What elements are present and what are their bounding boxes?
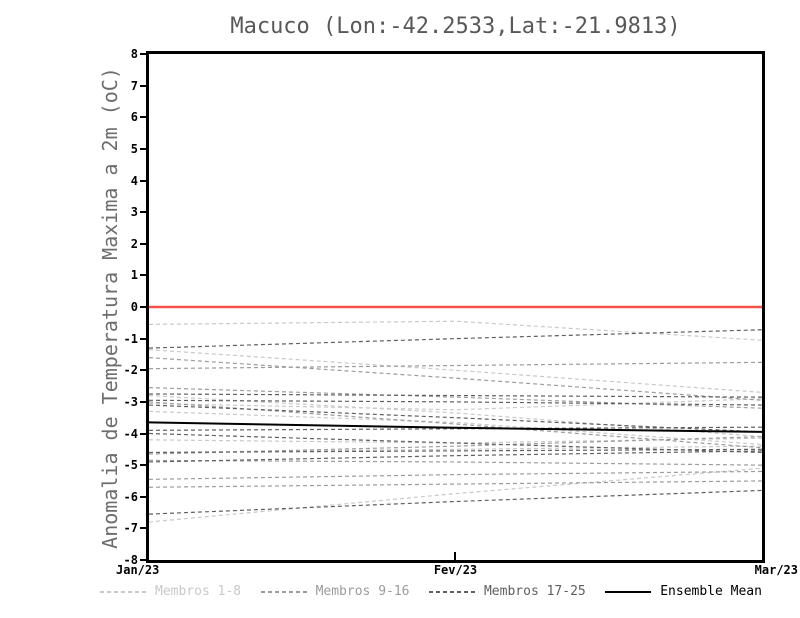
member-line-g2-3	[149, 387, 762, 409]
plot-canvas	[149, 305, 762, 523]
y-tick-mark	[140, 274, 147, 277]
legend-item: Membros 17-25	[428, 584, 586, 599]
y-tick-mark	[140, 464, 147, 467]
y-tick-mark	[140, 242, 147, 245]
member-line-g2-1	[149, 357, 762, 401]
y-tick-mark	[140, 432, 147, 435]
legend-line-swatch	[100, 590, 146, 593]
legend-item: Membros 1-8	[100, 584, 241, 599]
x-tick-label-jan: Jan/23	[116, 563, 160, 577]
member-line-g3-2	[149, 393, 762, 398]
member-line-g2-8	[149, 459, 762, 466]
y-tick-label: 1	[130, 268, 138, 283]
member-line-g1-2	[149, 349, 762, 393]
y-tick-mark	[140, 306, 147, 308]
member-line-g1-4	[149, 398, 762, 411]
legend-item: Membros 9-16	[260, 584, 410, 599]
y-tick-label: -1	[123, 331, 138, 346]
member-line-g2-6	[149, 470, 762, 480]
y-tick-mark	[140, 84, 147, 87]
y-tick-mark	[140, 211, 147, 214]
member-line-g3-6	[149, 432, 762, 454]
y-tick-label: -5	[123, 458, 138, 473]
chart-legend: Membros 1-8 Membros 9-16 Membros 17-25 Ense…	[100, 584, 762, 599]
y-tick-label: 0	[130, 300, 138, 314]
member-line-g1-7	[149, 467, 762, 523]
y-tick-mark	[140, 527, 147, 530]
chart-title: Macuco (Lon:-42.2533,Lat:-21.9813)	[230, 14, 681, 39]
y-tick-label: 7	[130, 78, 138, 93]
member-line-g3-4	[149, 404, 762, 433]
ensemble-mean-line	[149, 421, 762, 433]
legend-item: Ensemble Mean	[605, 584, 762, 599]
legend-label: Membros 17-25	[483, 584, 586, 599]
y-tick-label: -2	[123, 363, 138, 378]
y-tick-label: 4	[130, 173, 138, 188]
y-tick-mark	[140, 369, 147, 372]
y-tick-label: -8	[123, 553, 138, 567]
legend-label: Membros 1-8	[155, 584, 242, 599]
legend-line-swatch	[605, 590, 652, 593]
plot-area	[146, 51, 765, 563]
y-tick-label: -7	[123, 521, 138, 536]
y-tick-mark	[140, 147, 147, 150]
member-line-g1-3	[149, 394, 762, 438]
member-line-g1-1	[149, 320, 762, 341]
member-line-g2-5	[149, 436, 762, 455]
legend-label: Ensemble Mean	[660, 584, 762, 599]
y-tick-mark	[140, 495, 147, 498]
y-tick-label: 2	[130, 236, 138, 251]
y-tick-label: 3	[130, 205, 138, 220]
y-tick-mark	[140, 53, 147, 55]
y-tick-label: 6	[130, 110, 138, 125]
x-tick-label-fev: Fev/23	[433, 563, 478, 577]
y-tick-mark	[140, 400, 147, 403]
y-tick-mark	[140, 116, 147, 119]
y-tick-mark	[140, 337, 147, 340]
legend-line-swatch	[428, 590, 475, 593]
y-tick-mark	[140, 559, 147, 561]
member-line-g3-3	[149, 399, 762, 406]
legend-label: Membros 9-16	[315, 584, 410, 599]
y-tick-mark	[140, 179, 147, 182]
x-tick-label-mar: Mar/23	[754, 563, 798, 577]
x-tick-mark-fev	[454, 552, 456, 560]
y-tick-label: -3	[123, 394, 138, 409]
y-tick-label: -4	[123, 426, 138, 441]
y-tick-label: 5	[130, 141, 138, 156]
member-line-g3-1	[149, 329, 762, 349]
member-line-g2-7	[149, 480, 762, 488]
member-line-g3-9	[149, 489, 762, 515]
y-tick-label: -6	[123, 489, 138, 504]
y-tick-label: 8	[130, 47, 138, 61]
legend-line-swatch	[260, 590, 307, 593]
member-line-g1-8	[149, 410, 762, 446]
